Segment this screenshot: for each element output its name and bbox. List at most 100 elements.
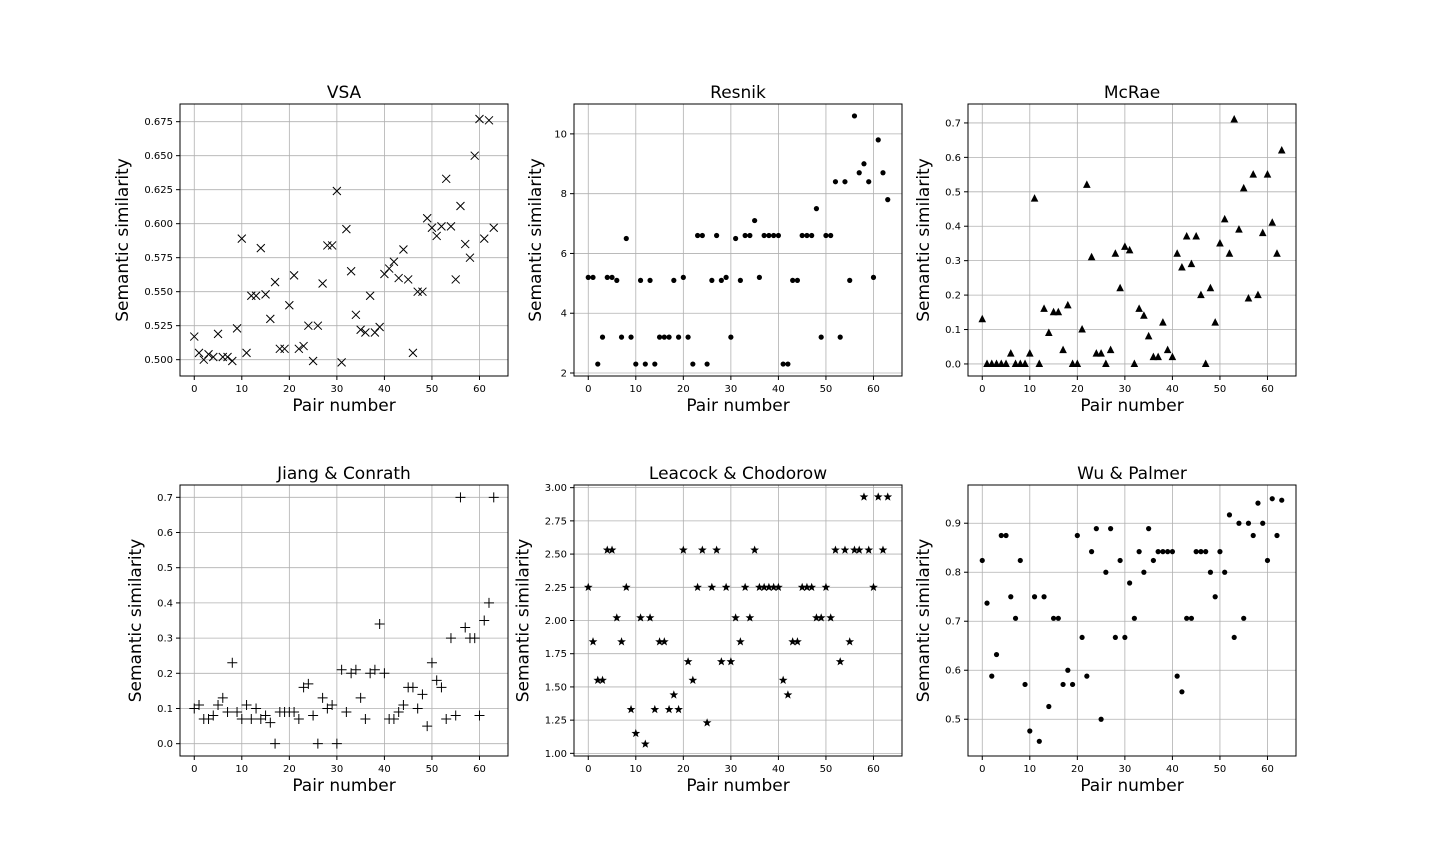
x-tick-label: 20 — [677, 384, 690, 395]
data-point — [355, 692, 366, 703]
data-point — [1182, 232, 1191, 240]
data-point — [979, 557, 985, 564]
data-point — [640, 739, 650, 748]
data-point — [426, 657, 437, 668]
gridlines — [574, 485, 902, 756]
x-tick-label: 10 — [629, 384, 642, 395]
data-point — [807, 582, 817, 592]
axes-frame — [573, 103, 903, 377]
data-point — [707, 582, 717, 592]
data-point — [885, 197, 891, 203]
x-axis-label: Pair number — [292, 396, 395, 416]
data-point — [1239, 183, 1248, 192]
data-point — [1201, 359, 1210, 367]
data-point — [251, 703, 262, 714]
data-point — [1031, 594, 1038, 600]
data-point — [680, 274, 686, 280]
data-point — [242, 348, 251, 358]
data-point — [1092, 349, 1101, 357]
y-tick-label: 0.575 — [144, 253, 173, 264]
x-tick-label: 10 — [235, 384, 248, 395]
y-tick-label: 2 — [561, 369, 567, 380]
data-points — [189, 492, 499, 749]
data-point — [1168, 352, 1177, 361]
data-point — [1021, 359, 1029, 367]
data-point — [194, 348, 204, 358]
data-point — [436, 682, 447, 693]
data-point — [714, 232, 720, 239]
data-point — [1260, 520, 1266, 526]
axes-frame — [967, 103, 1297, 377]
subplot-1: 0 10 20 30 40 50 60 0.500 0.525 0.550 0.575 0.600 0.… — [113, 83, 509, 416]
y-tick-label: 2.75 — [545, 516, 567, 527]
y-tick-label: 0.0 — [945, 359, 961, 370]
data-point — [793, 637, 802, 646]
data-point — [432, 231, 442, 241]
data-point — [284, 300, 294, 310]
data-point — [866, 179, 872, 185]
data-point — [365, 291, 375, 301]
data-point — [747, 232, 753, 239]
data-point — [835, 657, 845, 666]
data-point — [313, 321, 323, 331]
data-point — [1141, 569, 1147, 575]
x-tick-label: 30 — [1119, 764, 1132, 775]
data-point — [618, 334, 625, 340]
data-point — [666, 334, 672, 340]
gridlines — [574, 104, 902, 376]
y-tick-label: 0.1 — [945, 325, 961, 336]
x-tick-label: 50 — [1214, 764, 1227, 775]
x-tick-label: 20 — [283, 764, 296, 775]
y-tick-label: 2.50 — [545, 550, 567, 561]
x-tick-label: 50 — [820, 384, 833, 395]
data-point — [374, 619, 385, 630]
data-point — [1059, 345, 1067, 354]
subplot-4: 0 10 20 30 40 50 60 0.0 0.1 0.2 0.3 0.4 0.5 0.6 0.7 Jia… — [126, 464, 509, 796]
data-point — [631, 728, 641, 738]
data-point — [465, 253, 475, 263]
data-point — [356, 325, 365, 335]
data-point — [1255, 500, 1261, 506]
data-point — [623, 235, 629, 242]
data-point — [456, 201, 465, 211]
data-point — [1249, 170, 1258, 178]
data-point — [1279, 497, 1285, 503]
data-point — [652, 361, 658, 367]
data-point — [489, 223, 499, 233]
data-point — [1135, 304, 1143, 312]
data-point — [393, 707, 404, 718]
data-point — [317, 692, 328, 703]
data-point — [1236, 520, 1242, 526]
data-point — [699, 232, 705, 239]
data-point — [984, 600, 990, 606]
y-tick-label: 0.600 — [144, 219, 173, 230]
data-point — [604, 274, 610, 280]
data-point — [1197, 290, 1205, 299]
data-point — [331, 738, 342, 749]
data-point — [1074, 532, 1080, 539]
data-point — [1097, 349, 1105, 357]
y-tick-label: 1.25 — [545, 716, 567, 727]
chart-title: Wu & Palmer — [1077, 464, 1187, 484]
y-tick-label: 0.5 — [945, 187, 961, 198]
y-tick-label: 0.4 — [945, 222, 961, 233]
y-tick-label: 0.5 — [945, 715, 961, 726]
y-tick-label: 6 — [561, 249, 567, 260]
data-point — [626, 704, 636, 714]
data-point — [1207, 569, 1214, 575]
data-point — [845, 637, 855, 646]
data-point — [441, 714, 452, 725]
x-tick-label: 0 — [585, 764, 591, 775]
data-point — [403, 275, 413, 284]
data-point — [379, 668, 390, 679]
data-point — [742, 232, 748, 239]
data-point — [479, 234, 489, 243]
data-point — [769, 582, 779, 592]
data-point — [1184, 615, 1190, 621]
data-point — [1264, 557, 1271, 564]
gridlines — [968, 104, 1296, 376]
x-tick-label: 30 — [331, 764, 344, 775]
x-axis-label: Pair number — [686, 776, 789, 796]
data-point — [759, 582, 769, 592]
data-point — [813, 206, 820, 212]
